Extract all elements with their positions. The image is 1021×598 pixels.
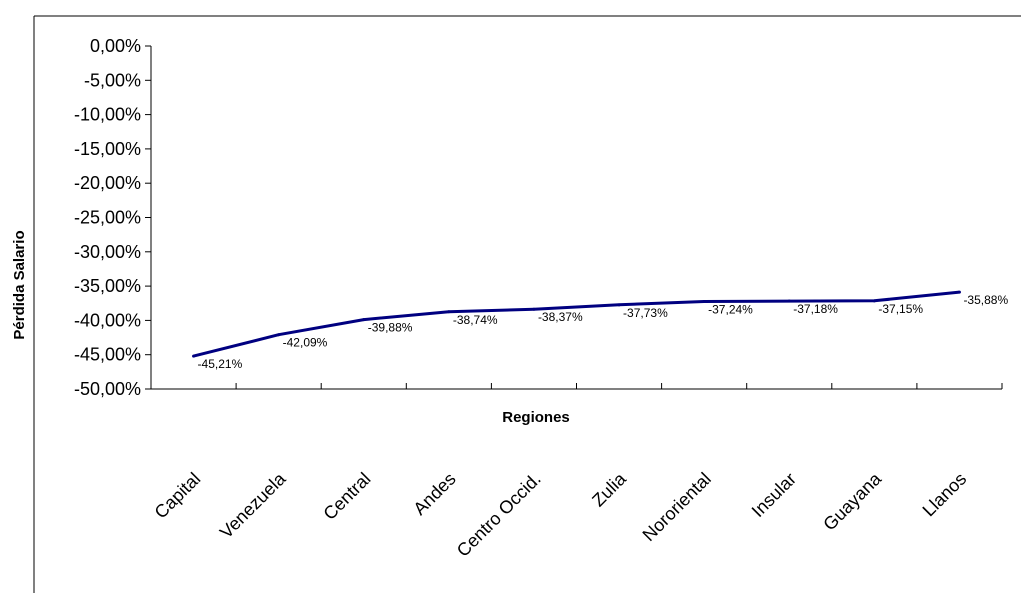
- y-axis-title: Pérdida Salario: [11, 230, 28, 339]
- x-category-label: Zulia: [588, 468, 630, 510]
- y-tick-label: -30,00%: [74, 242, 141, 262]
- y-tick-label: 0,00%: [90, 36, 141, 56]
- data-label: -37,73%: [623, 306, 668, 320]
- data-point: [532, 307, 536, 311]
- x-category-label: Insular: [748, 469, 800, 521]
- data-label: -37,18%: [793, 302, 838, 316]
- data-labels: -45,21% -42,09% -39,88% -38,74% -38,37% -37,7…: [198, 293, 1009, 371]
- series-line-group: [192, 290, 961, 358]
- y-tick-label: -35,00%: [74, 276, 141, 296]
- data-point: [192, 354, 196, 358]
- data-label: -37,24%: [708, 302, 753, 316]
- data-point: [277, 333, 281, 337]
- y-tick-label: -15,00%: [74, 139, 141, 159]
- y-tick-label: -45,00%: [74, 345, 141, 365]
- x-category-label: Central: [319, 469, 374, 524]
- y-tick-label: -50,00%: [74, 379, 141, 399]
- y-tick-label: -40,00%: [74, 310, 141, 330]
- data-point: [702, 299, 706, 303]
- x-category-label: Llanos: [919, 469, 971, 521]
- y-axis-ticks: 0,00% -5,00% -10,00% -15,00% -20,00% -25,00% -…: [74, 36, 151, 399]
- data-label: -38,37%: [538, 310, 583, 324]
- y-tick-label: -25,00%: [74, 208, 141, 228]
- x-category-label: Guayana: [819, 468, 885, 534]
- data-label: -38,74%: [453, 313, 498, 327]
- data-point: [957, 290, 961, 294]
- data-label: -37,15%: [878, 302, 923, 316]
- data-point: [447, 310, 451, 314]
- x-category-label: Capital: [151, 469, 205, 523]
- y-tick-label: -10,00%: [74, 105, 141, 125]
- y-tick-label: -5,00%: [84, 70, 141, 90]
- x-category-label: Centro Occid.: [453, 469, 545, 561]
- data-label: -45,21%: [198, 357, 243, 371]
- data-point: [787, 299, 791, 303]
- data-point: [872, 299, 876, 303]
- data-label: -39,88%: [368, 321, 413, 335]
- y-tick-label: -20,00%: [74, 173, 141, 193]
- data-point: [362, 318, 366, 322]
- series-line: [193, 290, 960, 358]
- data-label: -42,09%: [283, 336, 328, 350]
- data-label: -35,88%: [963, 293, 1008, 307]
- x-axis-title: Regiones: [502, 409, 570, 426]
- x-category-label: Andes: [409, 469, 459, 519]
- data-point: [617, 303, 621, 307]
- x-category-label: Venezuela: [216, 468, 290, 542]
- x-category-label: Nororiental: [639, 469, 715, 545]
